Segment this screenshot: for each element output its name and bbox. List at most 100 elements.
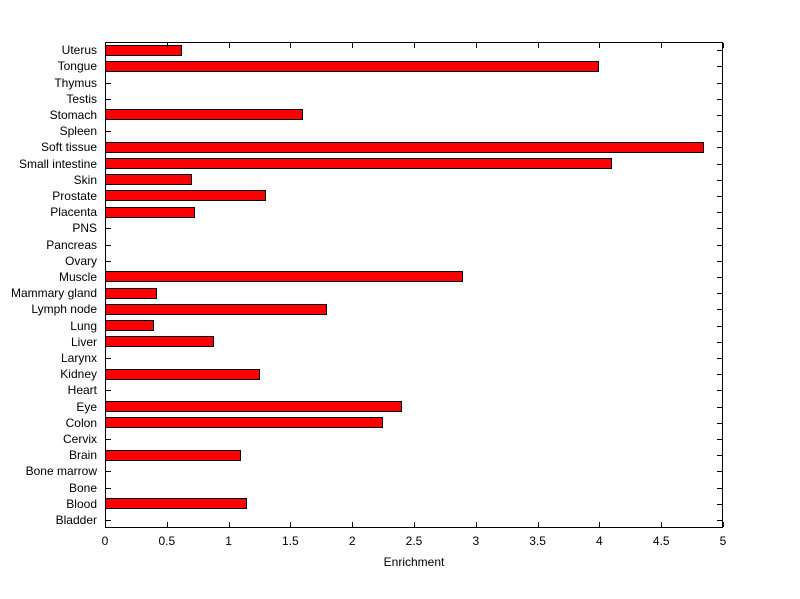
- bar: [105, 336, 214, 348]
- y-tick-right: [717, 147, 722, 148]
- x-tick-top: [661, 43, 662, 48]
- x-tick-top: [352, 43, 353, 48]
- y-tick-left: [106, 131, 111, 132]
- x-tick-top: [723, 43, 724, 48]
- x-tick-top: [229, 43, 230, 48]
- y-tick-right: [717, 471, 722, 472]
- bar: [105, 44, 182, 56]
- bar: [105, 401, 402, 412]
- y-tick-right: [717, 180, 722, 181]
- y-tick-label: Thymus: [54, 75, 97, 90]
- y-tick-label: Soft tissue: [40, 140, 97, 155]
- x-tick-label: 1.5: [282, 534, 299, 548]
- y-tick-left: [106, 471, 111, 472]
- bar: [105, 206, 196, 218]
- y-tick-left: [106, 390, 111, 391]
- y-tick-right: [717, 520, 722, 521]
- y-tick-right: [717, 50, 722, 51]
- y-tick-label: Muscle: [58, 269, 97, 284]
- x-tick-bottom: [414, 522, 415, 527]
- y-tick-right: [717, 374, 722, 375]
- y-tick-label: Liver: [70, 334, 97, 349]
- x-tick-bottom: [661, 522, 662, 527]
- bar: [105, 287, 157, 299]
- x-tick-label: 3.5: [529, 534, 546, 548]
- y-tick-right: [717, 164, 722, 165]
- x-tick-label: 2: [348, 534, 356, 548]
- y-tick-right: [717, 358, 722, 359]
- y-tick-right: [717, 196, 722, 197]
- y-tick-left: [106, 488, 111, 489]
- y-tick-left: [106, 83, 111, 84]
- y-tick-left: [106, 358, 111, 359]
- x-tick-bottom: [105, 522, 106, 527]
- x-tick-label: 4: [596, 534, 603, 548]
- y-tick-right: [717, 390, 722, 391]
- x-tick-bottom: [723, 522, 724, 527]
- y-tick-right: [717, 439, 722, 440]
- plot-area: [105, 42, 723, 528]
- y-tick-label: Stomach: [49, 107, 97, 122]
- y-tick-left: [106, 520, 111, 521]
- x-tick-bottom: [599, 522, 600, 527]
- x-axis-label: Enrichment: [383, 555, 445, 569]
- y-tick-right: [717, 455, 722, 456]
- x-tick-label: 4.5: [652, 534, 670, 548]
- y-tick-right: [717, 115, 722, 116]
- y-tick-right: [717, 342, 722, 343]
- bar: [105, 303, 328, 315]
- y-tick-right: [717, 131, 722, 132]
- bar: [105, 368, 260, 380]
- y-tick-label: Small intestine: [18, 156, 97, 171]
- y-tick-label: Pancreas: [46, 237, 97, 252]
- bar: [105, 158, 612, 169]
- x-tick-bottom: [290, 522, 291, 527]
- y-tick-right: [717, 488, 722, 489]
- x-tick-label: 5: [719, 534, 727, 548]
- y-tick-label: Colon: [65, 415, 97, 430]
- y-tick-label: Bone: [68, 480, 97, 495]
- bar: [105, 449, 241, 461]
- y-tick-left: [106, 99, 111, 100]
- y-tick-label: Lymph node: [31, 302, 97, 317]
- x-tick-top: [476, 43, 477, 48]
- y-tick-label: Kidney: [60, 367, 97, 382]
- y-tick-right: [717, 212, 722, 213]
- y-tick-label: Cervix: [62, 431, 97, 446]
- y-tick-left: [106, 439, 111, 440]
- y-tick-label: Uterus: [61, 43, 97, 58]
- y-tick-right: [717, 245, 722, 246]
- y-tick-right: [717, 261, 722, 262]
- bar: [105, 109, 303, 121]
- y-tick-label: Tongue: [57, 59, 97, 74]
- bar: [105, 498, 248, 510]
- y-tick-label: Bone marrow: [25, 464, 97, 479]
- bar: [105, 190, 266, 202]
- y-tick-label: Lung: [70, 318, 97, 333]
- y-tick-label: PNS: [72, 221, 97, 236]
- y-tick-right: [717, 504, 722, 505]
- bar: [105, 271, 464, 283]
- y-tick-label: Testis: [66, 91, 97, 106]
- x-tick-bottom: [538, 522, 539, 527]
- y-tick-label: Ovary: [64, 253, 97, 268]
- x-tick-label: 0.5: [158, 534, 176, 548]
- y-tick-label: Blood: [66, 496, 97, 511]
- y-tick-label: Heart: [67, 383, 97, 398]
- y-tick-label: Larynx: [60, 350, 97, 365]
- y-tick-right: [717, 326, 722, 327]
- y-tick-label: Prostate: [52, 188, 97, 203]
- y-tick-left: [106, 261, 111, 262]
- y-tick-label: Placenta: [50, 205, 97, 220]
- y-tick-label: Spleen: [59, 124, 97, 139]
- bar: [105, 141, 705, 153]
- x-tick-bottom: [352, 522, 353, 527]
- y-tick-right: [717, 277, 722, 278]
- x-tick-top: [290, 43, 291, 48]
- x-tick-top: [414, 43, 415, 48]
- x-tick-label: 1: [225, 534, 232, 548]
- y-tick-right: [717, 293, 722, 294]
- y-tick-label: Eye: [76, 399, 97, 414]
